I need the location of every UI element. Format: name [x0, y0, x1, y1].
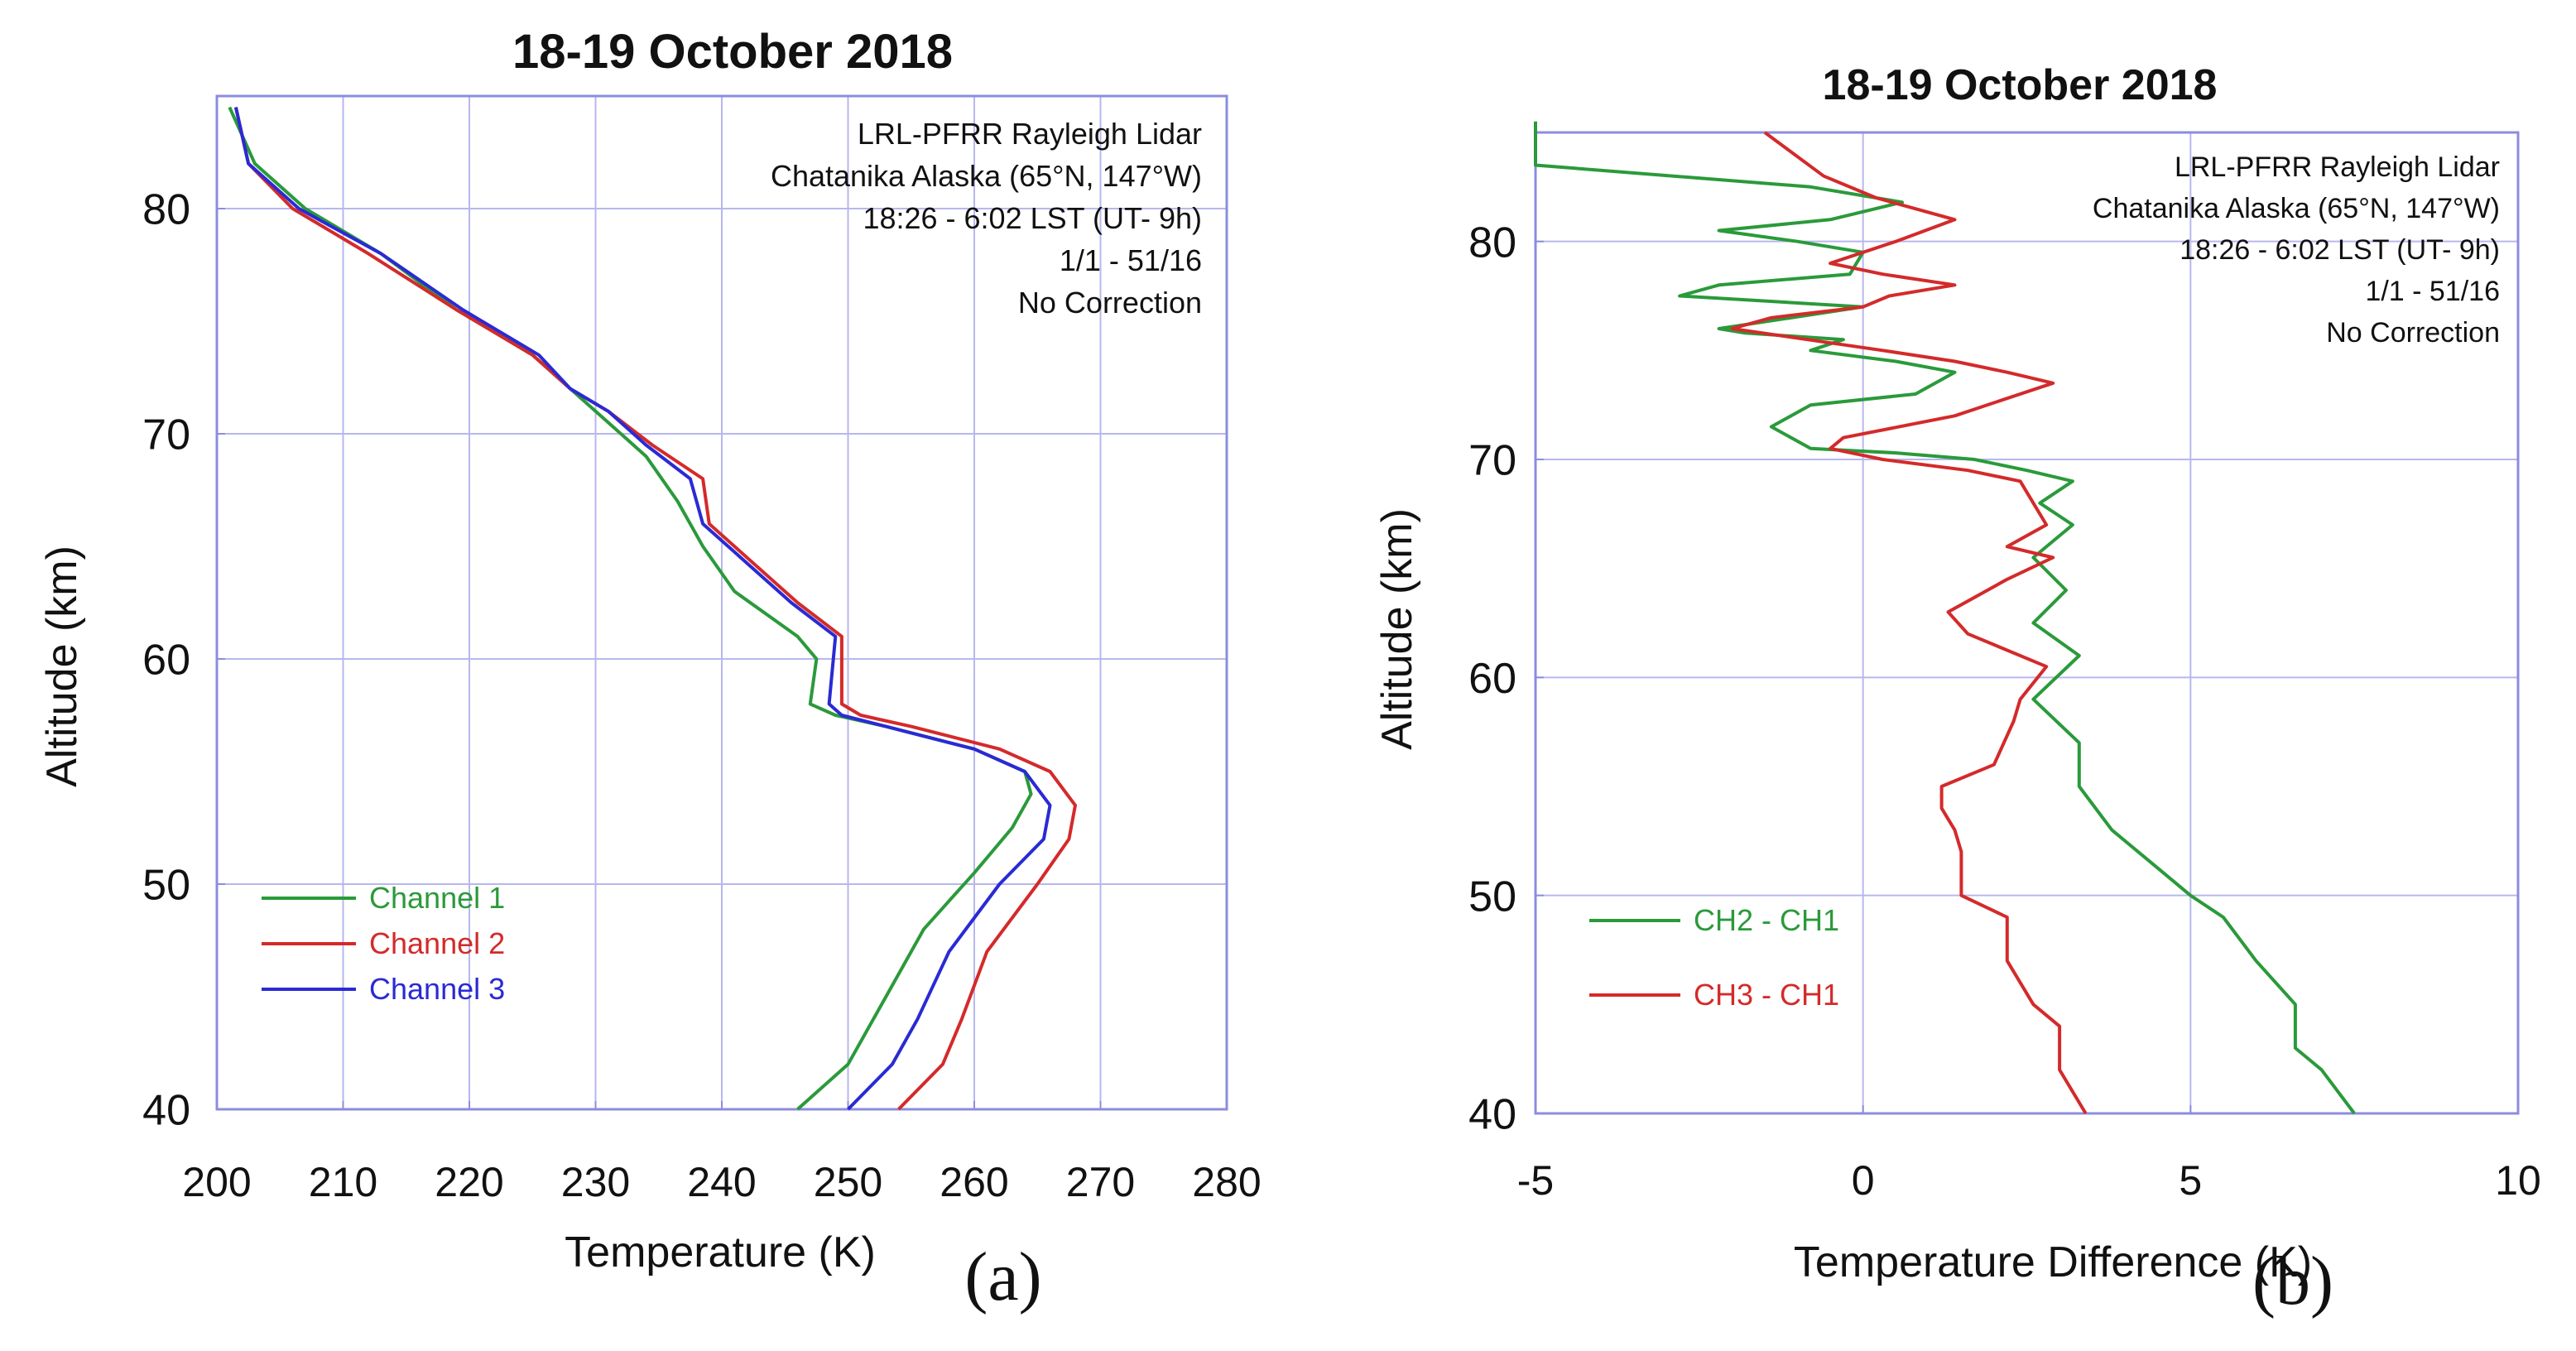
panel-a-info-line: 1/1 - 51/16	[1060, 243, 1202, 277]
panel-a-info-line: Chatanika Alaska (65°N, 147°W)	[771, 159, 1202, 193]
panel-b-x-tick-label: 5	[2179, 1157, 2202, 1204]
panel-b-frame	[1534, 131, 2520, 1115]
panel-a-plot-area: 200 210 220 230 240 250 260 270 280 40 50 60 70 80 LRL…	[142, 94, 1262, 1205]
panel-a-legend-label: Channel 2	[369, 926, 505, 960]
panel-a-x-tick-label: 240	[687, 1159, 756, 1205]
panel-a-info-line: 18:26 - 6:02 LST (UT- 9h)	[863, 201, 1202, 235]
panel-b-info-line: LRL-PFRR Rayleigh Lidar	[2175, 151, 2500, 183]
panel-b-temperature-difference: 18-19 October 2018 -5 0 5 10 40 50 60 70 80 LRL-P…	[1373, 61, 2541, 1320]
panel-a-x-tick-label: 230	[561, 1159, 630, 1205]
panel-a-y-tick-label: 40	[142, 1087, 190, 1135]
panel-a-x-tick-label: 260	[940, 1159, 1008, 1205]
panel-a-legend-label: Channel 1	[369, 881, 505, 915]
panel-a-x-tick-label: 270	[1066, 1159, 1135, 1205]
panel-b-y-tick-label: 70	[1468, 437, 1516, 485]
panel-a-x-tick-label: 280	[1192, 1159, 1261, 1205]
panel-b-title: 18-19 October 2018	[1823, 61, 2218, 109]
panel-a-x-tick-label: 210	[309, 1159, 377, 1205]
panel-b-info-line: No Correction	[2326, 317, 2500, 349]
panel-b-info-line: 18:26 - 6:02 LST (UT- 9h)	[2180, 234, 2500, 266]
panel-a-x-axis-label: Temperature (K)	[565, 1228, 876, 1276]
panel-a-y-axis-label: Altitude (km)	[38, 546, 86, 787]
panel-b-letter: (b)	[2252, 1243, 2333, 1320]
panel-a-title: 18-19 October 2018	[512, 25, 953, 79]
panel-b-series-ch2-ch1	[1534, 121, 2356, 1115]
panel-b-y-axis-label: Altitude (km)	[1373, 508, 1421, 750]
panel-b-y-tick-label: 80	[1468, 219, 1516, 267]
panel-b-y-tick-label: 50	[1468, 873, 1516, 921]
panel-a-series-channel-2	[233, 107, 1077, 1111]
panel-b-info-line: Chatanika Alaska (65°N, 147°W)	[2093, 193, 2500, 224]
panel-b-y-tick-label: 40	[1468, 1091, 1516, 1139]
panel-b-x-tick-label: 10	[2495, 1157, 2541, 1204]
panel-b-series-ch3-ch1	[1730, 131, 2088, 1115]
panel-b-plot-area: -5 0 5 10 40 50 60 70 80 LRL-PFRR Rayleigh Lidar C…	[1468, 121, 2541, 1204]
panel-a-y-tick-label: 70	[142, 411, 190, 459]
panel-a-series-channel-3	[233, 107, 1052, 1111]
panel-a-x-tick-label: 220	[435, 1159, 503, 1205]
panel-b-y-tick-label: 60	[1468, 655, 1516, 703]
panel-a-y-tick-label: 80	[142, 186, 190, 234]
panel-a-info-line: LRL-PFRR Rayleigh Lidar	[858, 117, 1202, 151]
panel-a-info-line: No Correction	[1018, 286, 1202, 320]
panel-b-x-tick-label: -5	[1517, 1157, 1554, 1204]
panel-a-x-tick-label: 200	[182, 1159, 251, 1205]
panel-b-info-line: 1/1 - 51/16	[2365, 276, 2500, 307]
panel-a-y-tick-label: 60	[142, 637, 190, 685]
panel-a-temperature-profile: 18-19 October 2018 200 210 220 230 240 250 260…	[38, 25, 1262, 1315]
panel-a-legend-label: Channel 3	[369, 972, 505, 1006]
panel-b-legend-label: CH3 - CH1	[1694, 978, 1839, 1012]
panel-a-x-tick-label: 250	[814, 1159, 882, 1205]
panel-a-y-tick-label: 50	[142, 862, 190, 910]
panel-b-x-tick-label: 0	[1852, 1157, 1875, 1204]
panel-a-letter: (a)	[964, 1238, 1041, 1315]
panel-b-legend-label: CH2 - CH1	[1694, 903, 1839, 937]
panel-b-x-axis-label: Temperature Difference (K)	[1794, 1238, 2312, 1286]
